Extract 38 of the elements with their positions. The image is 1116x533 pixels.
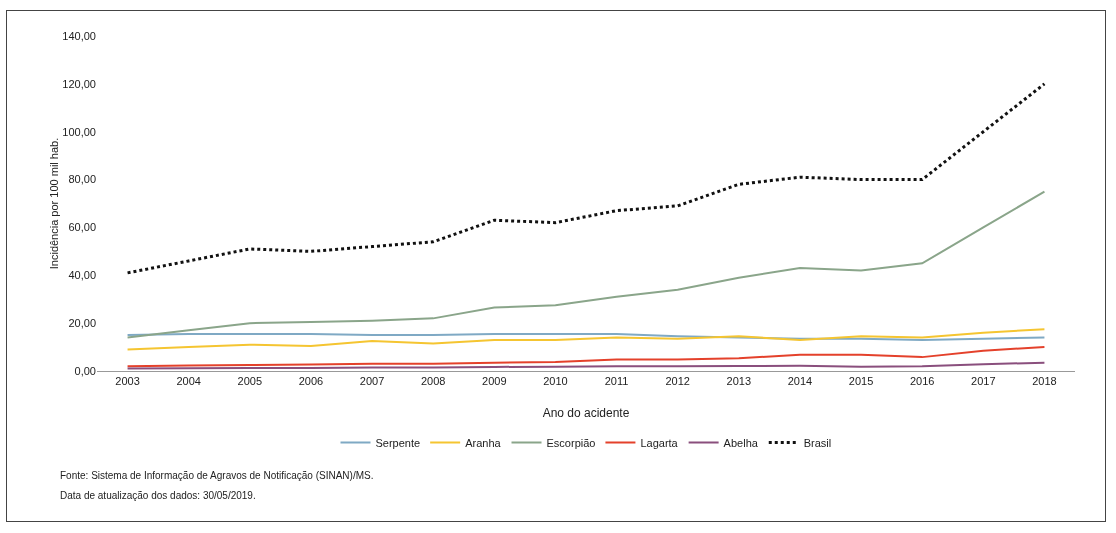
y-tick-label: 120,00 (62, 77, 96, 90)
x-tick-label: 2014 (787, 375, 813, 388)
legend-label: Aranha (465, 436, 502, 449)
y-tick-label: 0,00 (74, 364, 96, 377)
y-axis-title: Incidência por 100 mil hab. (48, 137, 61, 270)
x-tick-label: 2017 (971, 375, 996, 388)
y-tick-label: 60,00 (68, 221, 96, 234)
y-tick-label: 140,00 (62, 29, 96, 42)
line-series (126, 346, 1046, 368)
x-tick-label: 2005 (237, 375, 263, 388)
line-series (126, 82, 1046, 275)
y-tick-label: 80,00 (68, 173, 96, 186)
text: Data de atualização dos dados: 30/05/2019. (60, 490, 256, 501)
x-tick-label: 2003 (115, 375, 140, 388)
x-tick-label: 2004 (176, 375, 201, 388)
legend-label: Brasil (803, 436, 832, 449)
x-tick-label: 2012 (665, 375, 690, 388)
line-series (126, 328, 1046, 351)
x-tick-label: 2006 (298, 375, 324, 388)
source-note: Fonte: Sistema de Informação de Agravos de Notificação (SINAN)/MS. (60, 470, 374, 481)
y-tick-label: 100,00 (62, 125, 96, 138)
legend-label: Escorpião (546, 436, 596, 449)
legend-label: Serpente (375, 436, 421, 449)
x-tick-label: 2015 (848, 375, 874, 388)
x-tick-label: 2010 (543, 375, 568, 388)
x-tick-label: 2011 (604, 375, 629, 388)
legend-label: Abelha (723, 436, 759, 449)
y-tick-label: 20,00 (68, 316, 96, 329)
x-tick-label: 2018 (1032, 375, 1057, 388)
x-axis-title: Ano do acidente (542, 406, 630, 420)
x-tick-label: 2007 (359, 375, 385, 388)
x-tick-label: 2009 (482, 375, 507, 388)
y-tick-label: 40,00 (68, 269, 96, 282)
x-tick-label: 2008 (420, 375, 446, 388)
x-tick-label: 2016 (909, 375, 935, 388)
x-tick-label: 2013 (726, 375, 752, 388)
line-series (126, 190, 1046, 339)
legend-label: Lagarta (640, 436, 679, 449)
